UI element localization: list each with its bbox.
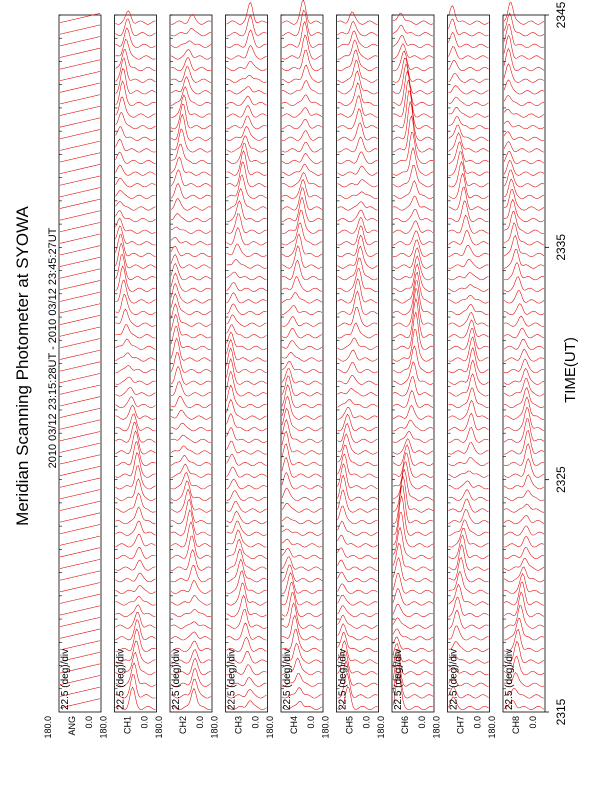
channel-name: CH1 [123, 716, 133, 734]
scan-lines [115, 10, 156, 710]
scale-label: 22.5 (deg)/div [282, 649, 293, 710]
time-tick-label: 2345 [554, 1, 568, 28]
scan-lines [226, 2, 267, 710]
panel-frame [169, 14, 213, 713]
panel-ch1: 22.5 (deg)/div 180.0 0.0 CH1 [99, 10, 157, 739]
y-bottom-label: 0.0 [362, 716, 372, 729]
scan-lines [392, 12, 434, 710]
panel-frame [58, 14, 102, 713]
scan-lines [503, 2, 545, 710]
y-top-label: 180.0 [99, 716, 109, 739]
panel-ch4: 22.5 (deg)/div 180.0 0.0 CH4 [265, 0, 324, 739]
scale-label: 22.5 (deg)/div [60, 649, 71, 710]
panels-group: 22.5 (deg)/div 180.0 0.0 ANG 22.5 (deg)/div 1… [43, 0, 546, 739]
y-bottom-label: 0.0 [306, 716, 316, 729]
y-top-label: 180.0 [265, 716, 275, 739]
channel-name: CH2 [178, 716, 188, 734]
scan-lines [59, 13, 101, 709]
y-top-label: 180.0 [43, 716, 53, 739]
y-top-label: 180.0 [487, 716, 497, 739]
scale-label: 22.5 (deg)/div [116, 649, 127, 710]
panel-ch3: 22.5 (deg)/div 180.0 0.0 CH3 [210, 2, 268, 739]
y-bottom-label: 0.0 [140, 716, 150, 729]
channel-name: CH4 [289, 716, 299, 734]
panel-ch2: 22.5 (deg)/div 180.0 0.0 CH2 [154, 13, 213, 739]
scale-label: 22.5 (deg)/div [449, 649, 460, 710]
scan-lines [448, 5, 489, 710]
panel-frame [336, 14, 379, 713]
channel-name: CH6 [400, 716, 410, 734]
time-range: 2010 03/12 23:15:28UT - 2010 03/12 23:45… [47, 227, 59, 468]
scale-label: 22.5 (deg)/div [338, 649, 349, 710]
panel-frame [391, 14, 435, 713]
y-top-label: 180.0 [210, 716, 220, 739]
y-bottom-label: 0.0 [195, 716, 205, 729]
chart-title: Meridian Scanning Photometer at SYOWA [13, 206, 32, 526]
scan-lines [281, 0, 323, 710]
scale-label: 22.5 (deg)/div [171, 649, 182, 710]
panel-ang: 22.5 (deg)/div 180.0 0.0 ANG [43, 13, 102, 739]
channel-name: CH5 [345, 716, 355, 734]
y-top-label: 180.0 [376, 716, 386, 739]
y-top-label: 180.0 [432, 716, 442, 739]
channel-name: CH7 [456, 716, 466, 734]
scale-label: 22.5 (deg)/div [393, 649, 404, 710]
time-ticks: 2315 2325 2335 2345 [545, 1, 568, 725]
y-bottom-label: 0.0 [473, 716, 483, 729]
channel-name: ANG [67, 716, 77, 736]
y-top-label: 180.0 [154, 716, 164, 739]
time-tick-label: 2335 [554, 234, 568, 261]
panel-frame [502, 14, 546, 713]
y-top-label: 180.0 [321, 716, 331, 739]
y-bottom-label: 0.0 [251, 716, 261, 729]
scale-label: 22.5 (deg)/div [227, 649, 238, 710]
x-axis-label: TIME(UT) [562, 337, 579, 403]
channel-name: CH3 [234, 716, 244, 734]
scan-lines [337, 11, 378, 710]
panel-frame [114, 14, 157, 713]
y-bottom-label: 0.0 [84, 716, 94, 729]
panel-ch8: 22.5 (deg)/div 180.0 0.0 CH8 [487, 2, 546, 739]
scale-label: 22.5 (deg)/div [504, 649, 515, 710]
time-tick-label: 2325 [554, 466, 568, 493]
panel-frame [225, 14, 268, 713]
scan-lines [170, 13, 212, 710]
panel-ch7: 22.5 (deg)/div 180.0 0.0 CH7 [432, 5, 490, 739]
panel-ch6: 22.5 (deg)/div 180.0 0.0 CH6 [376, 12, 435, 739]
time-tick-label: 2315 [554, 698, 568, 725]
y-bottom-label: 0.0 [528, 716, 538, 729]
channel-name: CH8 [511, 716, 521, 734]
y-bottom-label: 0.0 [417, 716, 427, 729]
panel-ch5: 22.5 (deg)/div 180.0 0.0 CH5 [321, 11, 379, 739]
